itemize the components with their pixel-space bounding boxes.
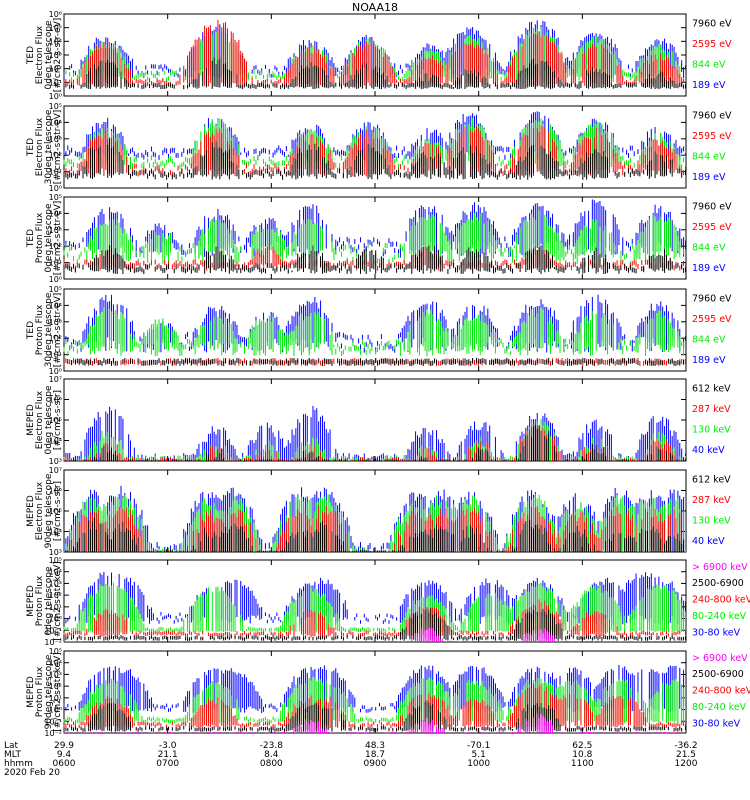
legend-entry: 844 eV xyxy=(692,59,726,70)
y-axis-label: TED xyxy=(26,321,36,340)
y-tick-label: 10⁶ xyxy=(49,396,62,405)
y-tick-label: 10⁵ xyxy=(49,285,62,294)
legend-entry: 189 eV xyxy=(692,80,726,91)
y-axis-label: 0deg telescope xyxy=(44,20,54,90)
y-tick-label: 10³ xyxy=(49,318,62,327)
y-tick-label: 10² xyxy=(49,334,62,343)
y-axis-label: MEPED xyxy=(26,404,36,436)
legend-entry: 612 keV xyxy=(692,383,731,394)
legend-entry: 2595 eV xyxy=(692,222,732,233)
y-axis-label: TED xyxy=(26,46,36,65)
y-axis-label: [#/cm2-s-str] xyxy=(53,390,63,450)
y-tick-label: 10³ xyxy=(49,135,62,144)
y-axis-label: 0deg telescope xyxy=(44,385,54,455)
y-tick-label: 10⁵ xyxy=(49,193,62,202)
y-axis-label: 0deg telescope xyxy=(44,203,54,273)
series-7960-ev xyxy=(63,138,686,180)
y-axis-label: TED xyxy=(26,229,36,248)
y-tick-label: 10¹ xyxy=(49,78,62,87)
y-axis-label: Electron Flux xyxy=(35,390,45,449)
series-844-ev xyxy=(63,307,685,357)
y-tick-label: 10⁵ xyxy=(49,24,62,33)
y-tick-label: 10¹ xyxy=(49,259,62,268)
legend-entry: 844 eV xyxy=(692,151,726,162)
y-tick-label: 10⁴ xyxy=(49,209,62,218)
y-tick-label: 10⁰ xyxy=(49,367,62,376)
legend-entry: 2595 eV xyxy=(692,131,732,142)
y-axis-label: Electron Flux xyxy=(35,117,45,176)
y-axis-label: TED xyxy=(26,138,36,157)
y-tick-label: 10⁵ xyxy=(49,416,62,425)
legend-entry: 2595 eV xyxy=(692,314,732,325)
y-tick-label: 10¹ xyxy=(49,351,62,360)
legend-entry: 189 eV xyxy=(692,172,726,183)
y-tick-label: 10² xyxy=(49,151,62,160)
series-7960-ev xyxy=(63,357,685,367)
series-7960-ev xyxy=(63,57,686,90)
y-tick-label: 10⁰ xyxy=(49,92,62,101)
legend-entry: 189 eV xyxy=(692,263,726,274)
page-title: NOAA18 xyxy=(351,1,399,14)
y-tick-label: 10⁷ xyxy=(49,375,62,384)
y-tick-label: 10² xyxy=(49,242,62,251)
y-tick-label: 10⁵ xyxy=(49,102,62,111)
y-tick-label: 10¹ xyxy=(49,168,62,177)
y-tick-label: 10⁴ xyxy=(49,301,62,310)
y-axis-label: [#/cm2-s-str-eV] xyxy=(53,293,63,368)
y-axis-label: Electron Flux xyxy=(35,25,45,84)
legend-entry: 7960 eV xyxy=(692,18,732,29)
y-tick-label: 10³ xyxy=(49,457,62,466)
y-axis-label: Proton Flux xyxy=(35,212,45,263)
legend-entry: 40 keV xyxy=(692,445,725,456)
legend-entry: 189 eV xyxy=(692,355,726,366)
y-tick-label: 10² xyxy=(49,65,62,74)
y-axis-label: 30deg telescope xyxy=(44,292,54,367)
y-axis-label: [#/cm2-s-str-eV] xyxy=(53,110,63,185)
series-7960-ev xyxy=(63,245,686,275)
y-axis-label: Proton Flux xyxy=(35,304,45,355)
y-tick-label: 10⁴ xyxy=(49,118,62,127)
y-tick-label: 10³ xyxy=(49,51,62,60)
y-axis-label: [#/cm2-s-str-eV] xyxy=(53,18,63,93)
y-tick-label: 10⁴ xyxy=(49,437,62,446)
y-axis-label: [#/cm2-s-str-eV] xyxy=(53,201,63,276)
y-tick-label: 10⁰ xyxy=(49,275,62,284)
legend-entry: 7960 eV xyxy=(692,201,732,212)
legend-entry: 844 eV xyxy=(692,334,726,345)
legend-entry: 844 eV xyxy=(692,242,726,253)
y-tick-label: 10⁰ xyxy=(49,184,62,193)
y-tick-label: 10⁶ xyxy=(49,10,62,19)
y-tick-label: 10³ xyxy=(49,226,62,235)
legend-entry: 130 keV xyxy=(692,424,731,435)
legend-entry: 7960 eV xyxy=(692,110,732,121)
y-tick-label: 10⁴ xyxy=(49,37,62,46)
legend-entry: 287 keV xyxy=(692,404,731,415)
y-axis-label: 30deg telescope xyxy=(44,109,54,184)
legend-entry: 2595 eV xyxy=(692,39,732,50)
legend-entry: 7960 eV xyxy=(692,293,732,304)
